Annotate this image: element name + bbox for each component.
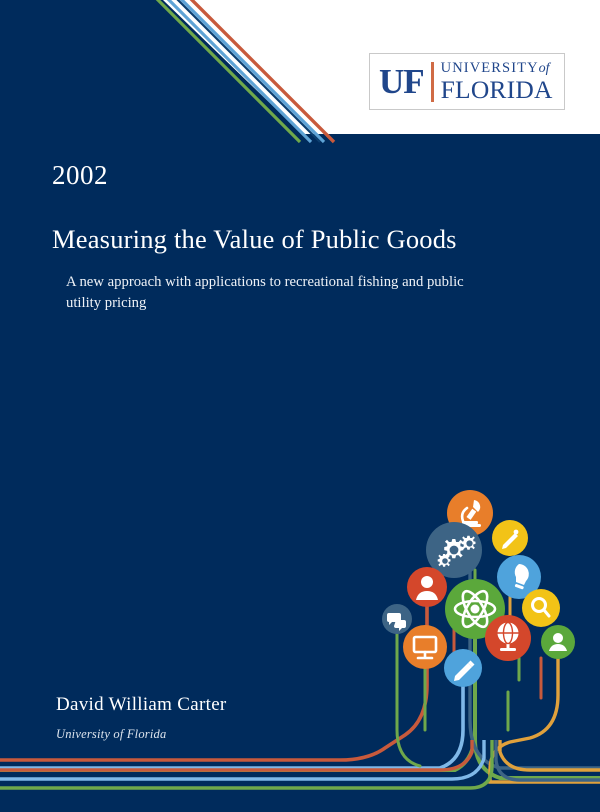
pencil-icon [444, 649, 482, 687]
author-affiliation: University of Florida [56, 727, 167, 741]
page-title: Measuring the Value of Public Goods [52, 224, 457, 254]
monitor-icon [403, 625, 447, 669]
diagonal-stripes [155, 0, 336, 144]
person-red-icon [407, 567, 447, 607]
logo-of-text: of [538, 60, 550, 76]
university-of-florida-logo: UF UNIVERSITYof FLORIDA [369, 53, 565, 110]
author-name: David William Carter [56, 694, 227, 715]
gears-icon [426, 522, 482, 578]
logo-divider [430, 61, 434, 102]
page-subtitle: A new approach with applications to recr… [66, 274, 464, 312]
magnifier-icon [522, 589, 560, 627]
lightbulb-icon [497, 555, 541, 599]
person-green-icon [541, 625, 575, 659]
science-icon-tree [0, 490, 600, 784]
globe-icon [485, 615, 531, 661]
chat-bubble-icon [382, 604, 412, 634]
publication-year: 2002 [52, 160, 108, 190]
logo-wordmark: UNIVERSITYof FLORIDA [441, 61, 553, 103]
paintbrush-icon [492, 520, 528, 556]
logo-university-line: UNIVERSITYof [441, 61, 553, 76]
baseline-stems [0, 740, 600, 790]
uf-monogram: UF [379, 62, 425, 101]
logo-university-text: UNIVERSITY [440, 59, 539, 76]
logo-florida-text: FLORIDA [440, 74, 553, 104]
